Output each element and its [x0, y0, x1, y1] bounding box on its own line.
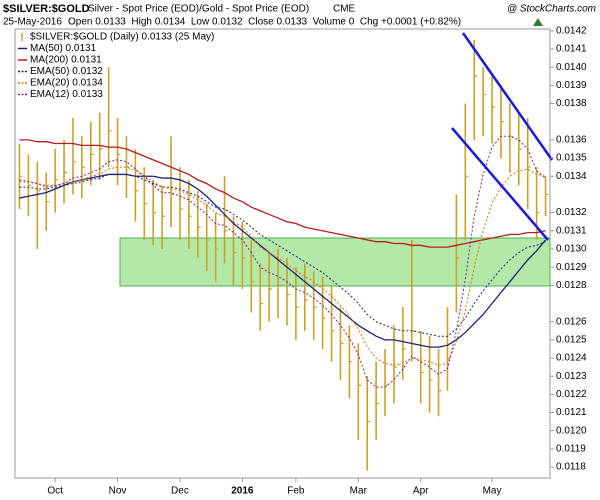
y-tick-label: 0.0140 [556, 62, 587, 73]
x-tick-label: Oct [47, 486, 63, 497]
trend-line [461, 32, 554, 161]
support-zone [119, 237, 551, 287]
moving-average [19, 135, 546, 388]
y-tick-label: 0.0119 [556, 444, 586, 455]
y-tick-label: 0.0129 [556, 262, 587, 273]
y-tick-label: 0.0128 [556, 280, 587, 291]
y-tick-label: 0.0124 [556, 353, 587, 364]
x-tick-label: Feb [287, 486, 305, 497]
y-tick-label: 0.0125 [556, 334, 587, 345]
legend: $SILVER:$GOLD (Daily) 0.0133 (25 May)MA(… [18, 32, 214, 100]
legend-label: EMA(50) 0.0132 [30, 66, 103, 77]
moving-average [19, 173, 546, 337]
x-tick-label: Mar [350, 486, 368, 497]
y-tick-label: 0.0126 [556, 316, 587, 327]
y-tick-label: 0.0141 [556, 44, 587, 55]
y-tick-label: 0.0132 [556, 207, 587, 218]
symbol: $SILVER:$GOLD [3, 3, 90, 15]
y-tick-label: 0.0123 [556, 371, 587, 382]
x-tick-label: 2016 [231, 486, 254, 497]
x-tick-label: May [483, 486, 502, 497]
watermark: @ StockCharts.com [507, 4, 596, 15]
trend-line [451, 127, 549, 241]
legend-label: EMA(12) 0.0133 [30, 89, 103, 100]
y-tick-label: 0.0121 [556, 407, 587, 418]
y-tick-label: 0.0135 [556, 153, 587, 164]
y-tick-label: 0.0138 [556, 98, 587, 109]
plot [18, 39, 549, 471]
exchange: CME [333, 4, 356, 15]
y-tick-label: 0.0139 [556, 80, 587, 91]
x-tick-label: Apr [413, 486, 429, 497]
x-tick-label: Dec [171, 486, 189, 497]
legend-label: MA(200) 0.0131 [30, 55, 102, 66]
x-tick-label: Nov [109, 486, 127, 497]
legend-label: MA(50) 0.0131 [30, 43, 97, 54]
moving-average [19, 166, 546, 366]
quote: Open 0.0133 High 0.0134 Low 0.0132 Close… [68, 17, 461, 28]
y-tick-label: 0.0131 [556, 225, 587, 236]
chart-title: Silver - Spot Price (EOD)/Gold - Spot Pr… [88, 4, 309, 15]
y-tick-label: 0.0142 [556, 25, 587, 36]
legend-label: EMA(20) 0.0134 [30, 78, 103, 89]
date: 25-May-2016 [3, 17, 62, 28]
y-tick-label: 0.0130 [556, 244, 587, 255]
y-tick-label: 0.0120 [556, 425, 587, 436]
up-arrow [533, 18, 543, 26]
y-tick-label: 0.0136 [556, 135, 587, 146]
y-tick-label: 0.0122 [556, 389, 587, 400]
y-tick-label: 0.0134 [556, 171, 587, 182]
moving-average [19, 139, 546, 248]
legend-label: $SILVER:$GOLD (Daily) 0.0133 (25 May) [30, 32, 214, 43]
y-tick-label: 0.0118 [556, 462, 586, 473]
